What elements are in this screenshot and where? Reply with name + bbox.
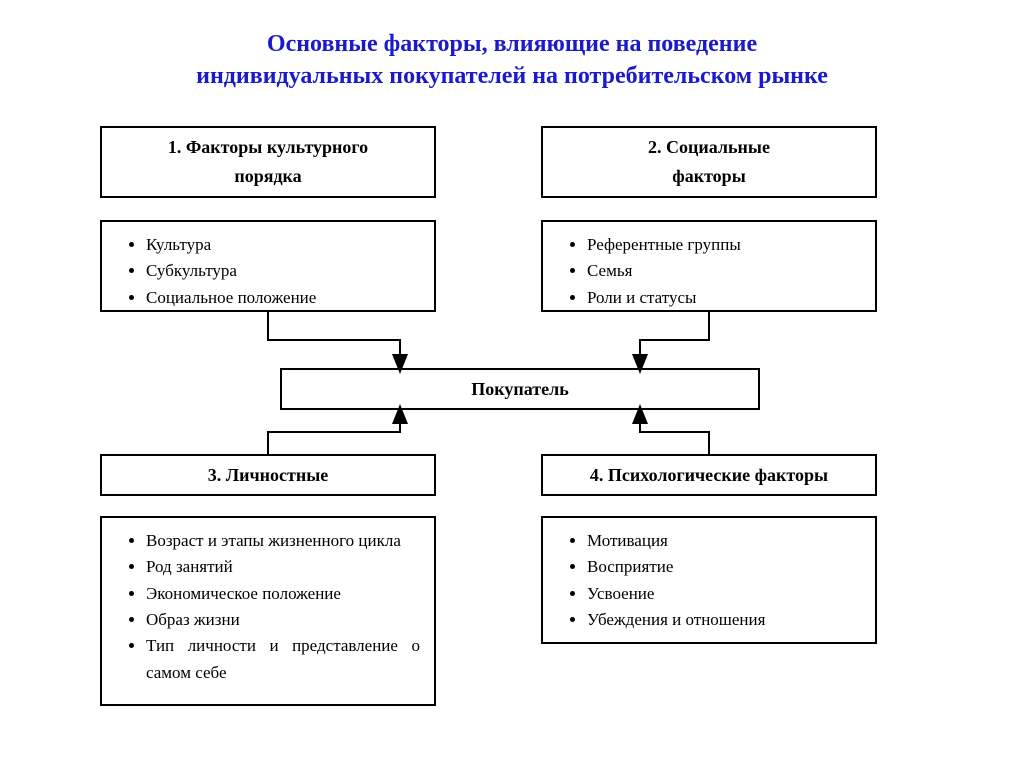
list-item: Тип личности и представление о самом себ…: [146, 633, 420, 686]
list-item: Убеждения и отношения: [587, 607, 861, 633]
list-item: Экономическое положение: [146, 581, 420, 607]
factor2-header-line2: факторы: [672, 162, 746, 191]
factor2-list-box: Референтные группы Семья Роли и статусы: [541, 220, 877, 312]
list-item: Референтные группы: [587, 232, 861, 258]
factor3-header-box: 3. Личностные: [100, 454, 436, 496]
factor1-header-line2: порядка: [234, 162, 301, 191]
factor2-header-box: 2. Социальные факторы: [541, 126, 877, 198]
factor1-header-line1: 1. Факторы культурного: [168, 133, 368, 162]
page-title: Основные факторы, влияющие на поведение …: [0, 0, 1024, 93]
list-item: Род занятий: [146, 554, 420, 580]
factor2-header-line1: 2. Социальные: [648, 133, 770, 162]
list-item: Роли и статусы: [587, 285, 861, 311]
center-box: Покупатель: [280, 368, 760, 410]
factor4-header-box: 4. Психологические факторы: [541, 454, 877, 496]
factor1-header-box: 1. Факторы культурного порядка: [100, 126, 436, 198]
factor4-header: 4. Психологические факторы: [590, 461, 828, 490]
factor3-header: 3. Личностные: [208, 461, 329, 490]
factor4-list-box: Мотивация Восприятие Усвоение Убеждения …: [541, 516, 877, 644]
title-line1: Основные факторы, влияющие на поведение: [267, 31, 757, 57]
factor3-list-box: Возраст и этапы жизненного цикла Род зан…: [100, 516, 436, 706]
list-item: Культура: [146, 232, 420, 258]
factor1-list-box: Культура Субкультура Социальное положени…: [100, 220, 436, 312]
list-item: Семья: [587, 258, 861, 284]
list-item: Восприятие: [587, 554, 861, 580]
center-label: Покупатель: [471, 375, 568, 404]
list-item: Образ жизни: [146, 607, 420, 633]
list-item: Мотивация: [587, 528, 861, 554]
list-item: Субкультура: [146, 258, 420, 284]
list-item: Социальное положение: [146, 285, 420, 311]
title-line2: индивидуальных покупателей на потребител…: [196, 63, 828, 89]
list-item: Усвоение: [587, 581, 861, 607]
list-item: Возраст и этапы жизненного цикла: [146, 528, 420, 554]
